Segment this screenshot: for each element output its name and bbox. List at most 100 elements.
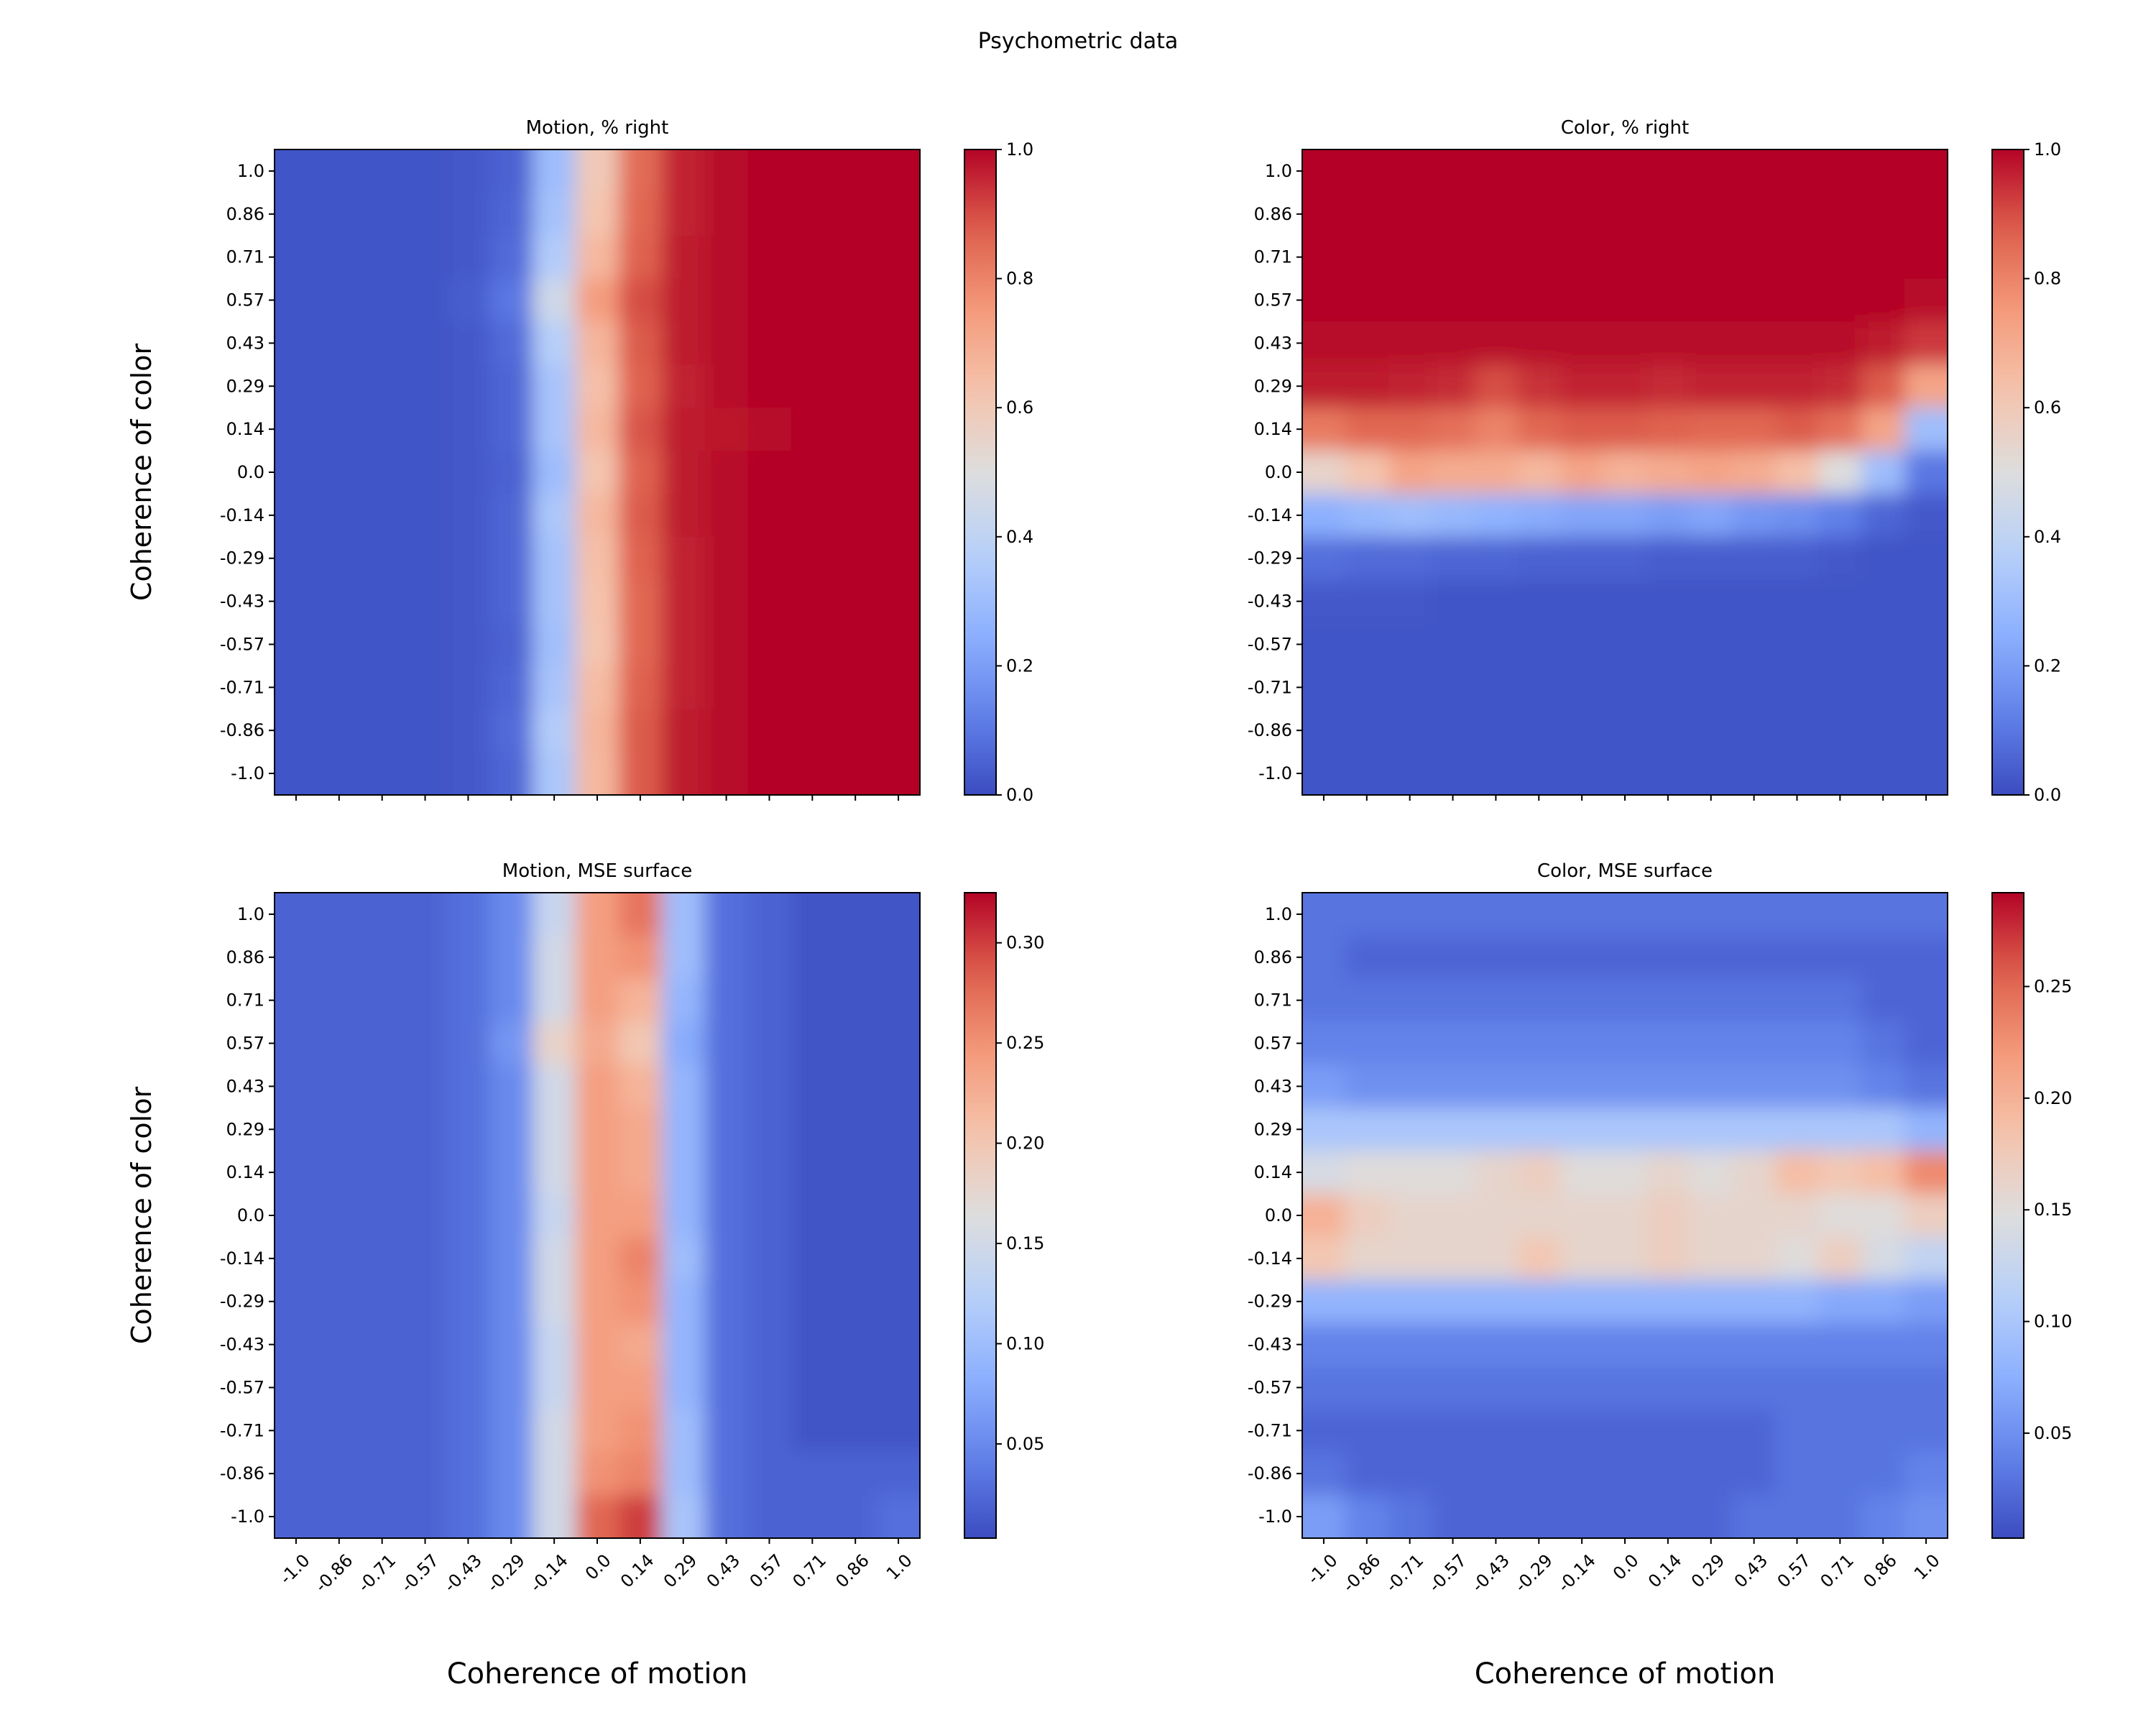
- heatmap-cell: [791, 321, 834, 365]
- heatmap-cell: [661, 235, 706, 280]
- heatmap-cell: [1689, 1108, 1733, 1151]
- heatmap-cell: [1646, 752, 1690, 795]
- heatmap-cell: [1388, 278, 1432, 323]
- heatmap-cell: [1345, 1409, 1389, 1453]
- heatmap-cell: [791, 752, 834, 795]
- heatmap-cell: [1603, 321, 1647, 365]
- x-tick-label: 0.43: [703, 1550, 745, 1592]
- x-tick-label: 0.0: [1609, 1550, 1643, 1584]
- heatmap-cell: [446, 1409, 490, 1453]
- heatmap-cell: [1646, 709, 1690, 753]
- heatmap-cell: [576, 1322, 619, 1367]
- heatmap-cell: [1861, 321, 1905, 365]
- heatmap-cell: [1474, 1279, 1518, 1324]
- heatmap-cell: [1431, 235, 1475, 280]
- heatmap-cell: [834, 235, 877, 280]
- colorbar-tick-label: 0.10: [1006, 1333, 1044, 1353]
- heatmap-cell: [1861, 1194, 1905, 1238]
- colorbar-tick-label: 0.8: [1006, 269, 1033, 289]
- heatmap-cell: [1861, 493, 1905, 538]
- x-tick-label: 0.43: [1731, 1550, 1772, 1592]
- heatmap-cell: [1603, 1021, 1647, 1066]
- heatmap-cell: [533, 1322, 576, 1367]
- heatmap-cell: [747, 1194, 791, 1238]
- heatmap-cell: [360, 493, 405, 538]
- heatmap-cell: [1345, 893, 1389, 937]
- heatmap-cell: [704, 666, 749, 709]
- heatmap-cell: [1689, 321, 1733, 365]
- heatmap-cell: [1431, 192, 1475, 236]
- heatmap-cell: [1904, 1409, 1948, 1453]
- heatmap-cell: [704, 278, 749, 323]
- heatmap-cell: [489, 893, 533, 937]
- heatmap-cell: [1646, 150, 1690, 193]
- heatmap-cell: [317, 150, 361, 193]
- panel-title: Motion, % right: [526, 117, 669, 139]
- heatmap-cell: [1689, 752, 1733, 795]
- heatmap-cell: [1818, 493, 1862, 538]
- y-tick-label: 0.0: [1265, 462, 1292, 482]
- y-tick-label: 0.43: [1254, 333, 1292, 353]
- heatmap-cell: [1732, 1366, 1777, 1409]
- y-tick-label: -0.57: [220, 1377, 264, 1397]
- heatmap-cell: [576, 1495, 619, 1538]
- heatmap-cell: [1904, 893, 1948, 937]
- heatmap-cell: [533, 192, 576, 236]
- heatmap-cell: [1345, 408, 1389, 451]
- heatmap-cell: [275, 935, 318, 980]
- heatmap-cell: [1732, 666, 1777, 709]
- heatmap-cell: [1517, 1409, 1561, 1453]
- heatmap-cell: [1560, 1452, 1604, 1496]
- heatmap-cell: [1818, 150, 1862, 193]
- heatmap-cell: [1861, 1151, 1905, 1195]
- heatmap-cell: [834, 451, 877, 494]
- y-tick-label: -0.14: [220, 505, 264, 525]
- x-tick-label: 0.86: [831, 1550, 873, 1592]
- heatmap-cell: [1431, 893, 1475, 937]
- heatmap-cell: [275, 1495, 318, 1538]
- heatmap-cell: [1732, 893, 1777, 937]
- heatmap-cell: [834, 709, 877, 753]
- heatmap-cell: [360, 1151, 405, 1195]
- heatmap-cell: [1689, 1279, 1733, 1324]
- heatmap-cell: [1689, 536, 1733, 581]
- heatmap-cell: [1818, 978, 1862, 1023]
- heatmap-cell: [1560, 893, 1604, 937]
- heatmap-cell: [533, 1236, 576, 1281]
- heatmap-cell: [1517, 150, 1561, 193]
- heatmap-cell: [661, 1151, 706, 1195]
- heatmap-cell: [1388, 150, 1432, 193]
- x-tick-label: -0.86: [311, 1550, 357, 1596]
- heatmap-cell: [661, 1322, 706, 1367]
- heatmap-cell: [533, 321, 576, 365]
- y-tick-label: 0.14: [1254, 1162, 1292, 1182]
- colorbar-tick-label: 0.0: [1006, 785, 1033, 805]
- heatmap-cell: [360, 935, 405, 980]
- heatmap-cell: [791, 1021, 834, 1066]
- heatmap-cell: [1431, 1452, 1475, 1496]
- heatmap-cell: [446, 364, 490, 408]
- heatmap-cell: [446, 192, 490, 236]
- heatmap-cell: [877, 493, 920, 538]
- heatmap-cell: [1603, 192, 1647, 236]
- heatmap-cell: [877, 1021, 920, 1066]
- heatmap-cells: [275, 893, 920, 1538]
- heatmap-cell: [275, 192, 318, 236]
- heatmap-cell: [275, 752, 318, 795]
- heatmap-cell: [403, 1279, 448, 1324]
- heatmap-cell: [489, 1279, 533, 1324]
- heatmap-cell: [1302, 536, 1346, 581]
- heatmap-cell: [1603, 579, 1647, 624]
- heatmap-cell: [704, 1409, 749, 1453]
- heatmap-cell: [446, 1366, 490, 1409]
- heatmap-cell: [275, 1452, 318, 1496]
- heatmap-cell: [1818, 1236, 1862, 1281]
- heatmap-cell: [1775, 150, 1819, 193]
- heatmap-cell: [1474, 1151, 1518, 1195]
- heatmap-cell: [1818, 893, 1862, 937]
- y-tick-label: 0.0: [237, 1205, 264, 1225]
- heatmap-cell: [1345, 579, 1389, 624]
- panel-4: Color, MSE surface1.00.860.710.570.430.2…: [1248, 860, 2073, 1690]
- heatmap-cell: [747, 1236, 791, 1281]
- heatmap-cell: [1861, 1322, 1905, 1367]
